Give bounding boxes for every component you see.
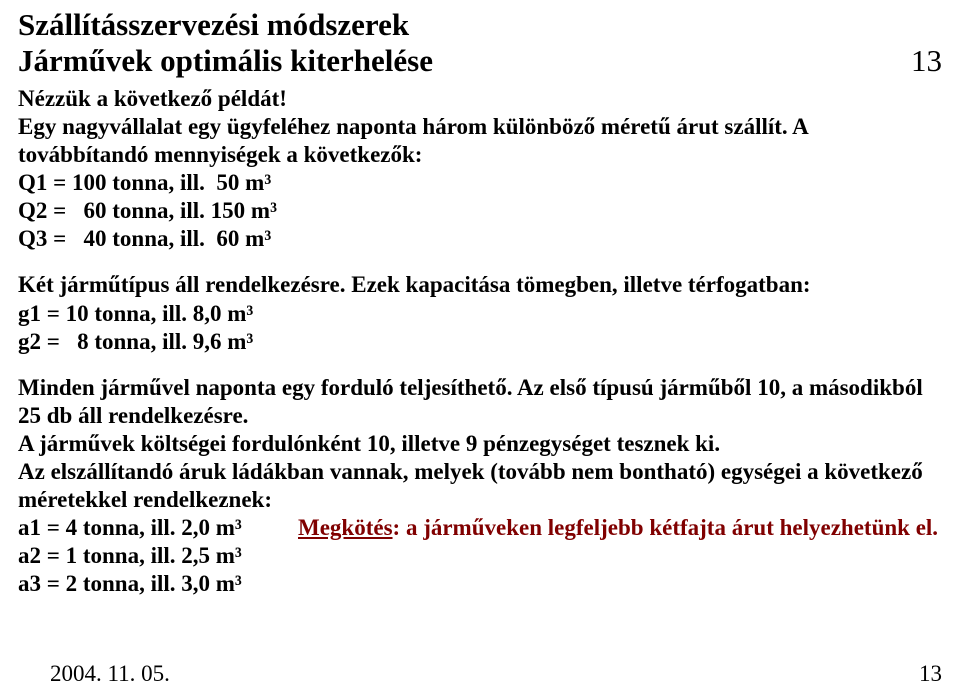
constraint-rest: : a járműveken legfeljebb kétfajta árut … [393, 515, 939, 540]
constraint-label: Megkötés [298, 515, 393, 540]
a3: a3 = 2 tonna, ill. 3,0 m³ [18, 570, 298, 598]
q3: Q3 = 40 tonna, ill. 60 m³ [18, 225, 942, 253]
vehicles-line-1: Két járműtípus áll rendelkezésre. Ezek k… [18, 271, 942, 299]
page-title: Szállításszervezési módszerek [18, 6, 942, 43]
footer-date: 2004. 11. 05. [50, 661, 170, 687]
q2: Q2 = 60 tonna, ill. 150 m³ [18, 197, 942, 225]
q1: Q1 = 100 tonna, ill. 50 m³ [18, 169, 942, 197]
page-subtitle: Járművek optimális kiterhelése [18, 43, 433, 79]
para2-line-2: A járművek költségei fordulónként 10, il… [18, 430, 942, 458]
intro-line-1: Nézzük a következő példát! [18, 85, 942, 113]
intro-line-2: Egy nagyvállalat egy ügyfeléhez naponta … [18, 113, 942, 169]
para2-line-3: Az elszállítandó áruk ládákban vannak, m… [18, 458, 942, 514]
a2: a2 = 1 tonna, ill. 2,5 m³ [18, 542, 298, 570]
footer-page: 13 [919, 661, 942, 687]
page-number-top: 13 [911, 43, 942, 79]
a1: a1 = 4 tonna, ill. 2,0 m³ [18, 514, 298, 542]
g1: g1 = 10 tonna, ill. 8,0 m³ [18, 300, 942, 328]
para2-line-1: Minden járművel naponta egy forduló telj… [18, 374, 942, 430]
constraint-text: Megkötés: a járműveken legfeljebb kétfaj… [298, 514, 938, 542]
g2: g2 = 8 tonna, ill. 9,6 m³ [18, 328, 942, 356]
